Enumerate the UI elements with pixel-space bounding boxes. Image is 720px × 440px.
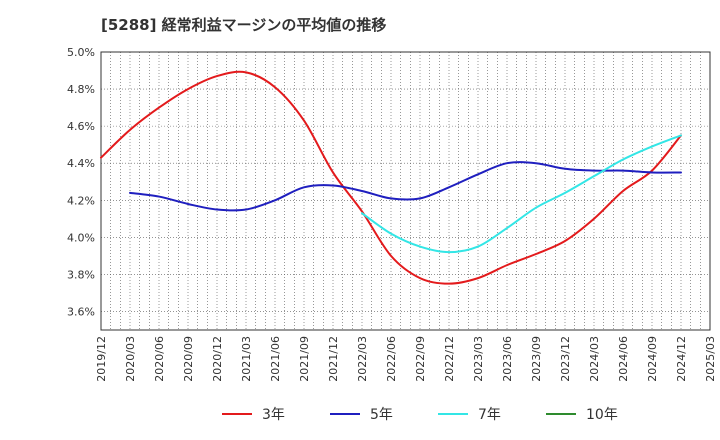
x-tick-label: 2021/12: [327, 336, 340, 382]
chart-title: [5288] 経常利益マージンの平均値の推移: [101, 16, 387, 34]
legend-label: 5年: [370, 407, 393, 423]
y-tick-label: 4.4%: [67, 157, 95, 170]
x-tick-label: 2022/03: [356, 336, 369, 382]
x-tick-label: 2024/06: [617, 336, 630, 382]
x-tick-label: 2023/06: [501, 336, 514, 382]
x-tick-label: 2021/09: [298, 336, 311, 382]
legend: 3年 5年 7年 10年: [222, 407, 618, 423]
x-tick-label: 2021/06: [269, 336, 282, 382]
x-tick-label: 2023/03: [472, 336, 485, 382]
plot-frame: [100, 51, 711, 331]
series-line-5年: [129, 161, 682, 212]
legend-label: 3年: [262, 407, 285, 423]
x-tick-label: 2024/03: [588, 336, 601, 382]
x-tick-label: 2020/06: [153, 336, 166, 382]
x-tick-labels: 2019/12 2020/03 2020/06 2020/09 2020/12 2021/…: [95, 336, 717, 382]
y-tick-label: 3.6%: [67, 305, 95, 318]
x-tick-label: 2023/12: [559, 336, 572, 382]
y-tick-label: 5.0%: [67, 46, 95, 59]
x-tick-label: 2025/03: [704, 336, 717, 382]
x-tick-label: 2019/12: [95, 336, 108, 382]
legend-label: 10年: [586, 407, 618, 423]
y-tick-label: 4.2%: [67, 194, 95, 207]
series-lines: [100, 70, 682, 285]
x-tick-label: 2020/12: [211, 336, 224, 382]
x-tick-label: 2020/09: [182, 336, 195, 382]
y-tick-label: 4.0%: [67, 231, 95, 244]
legend-label: 7年: [478, 407, 501, 423]
y-tick-labels: 3.6% 3.8% 4.0% 4.2% 4.4% 4.6% 4.8% 5.0%: [67, 46, 95, 318]
x-tick-label: 2024/09: [646, 336, 659, 382]
grid-lines: [101, 51, 710, 330]
plot-area: [101, 52, 710, 330]
y-tick-label: 3.8%: [67, 268, 95, 281]
series-line-7年: [361, 134, 682, 254]
series-line-3年: [100, 70, 682, 285]
axes: [100, 51, 711, 331]
x-tick-label: 2021/03: [240, 336, 253, 382]
y-tick-label: 4.8%: [67, 83, 95, 96]
x-tick-label: 2020/03: [124, 336, 137, 382]
x-tick-label: 2024/12: [675, 336, 688, 382]
x-tick-label: 2022/12: [443, 336, 456, 382]
y-tick-label: 4.6%: [67, 120, 95, 133]
x-tick-label: 2022/06: [385, 336, 398, 382]
x-tick-label: 2022/09: [414, 336, 427, 382]
x-tick-label: 2023/09: [530, 336, 543, 382]
